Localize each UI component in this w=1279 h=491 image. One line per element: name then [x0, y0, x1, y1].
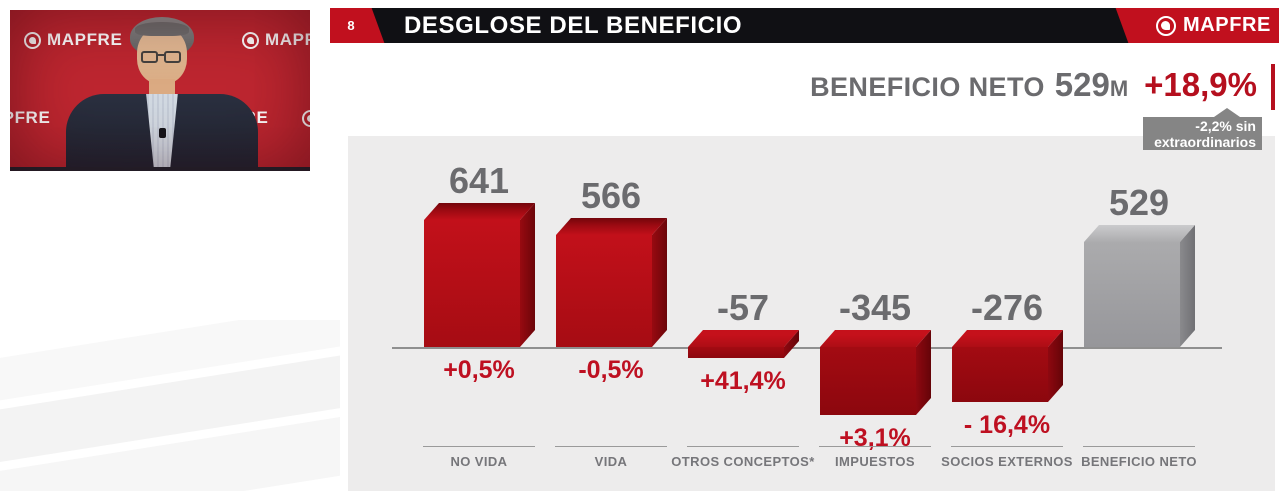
chart-panel: 641 +0,5% NO VIDA 566 -0,5% VIDA -57 +41,4% OTRO…: [348, 136, 1275, 491]
mapfre-emblem-icon: [302, 109, 310, 127]
category-label-impuestos: IMPUESTOS: [835, 454, 915, 469]
category-line-vida: [555, 446, 667, 447]
category-line-beneficio-neto: [1083, 446, 1195, 447]
net-profit-change: +18,9%: [1144, 66, 1257, 103]
bar-pct-label-vida: -0,5%: [578, 356, 644, 384]
header-brand-logo: MAPFRE: [1155, 8, 1271, 43]
bar-value-label-otros-conceptos: -57: [716, 287, 770, 328]
net-profit-unit: M: [1109, 76, 1129, 101]
bar-value-label-socios-externos: -276: [970, 287, 1044, 328]
webcam-video: MAPFRE MAPFRE MAPFRE MAPFRE MAPFRE MAPFR…: [10, 10, 310, 171]
bar-socios-externos: [952, 329, 1063, 402]
bar-pct-label-impuestos: +3,1%: [839, 424, 911, 452]
category-label-vida: VIDA: [594, 454, 628, 469]
presenter-neck: [149, 79, 175, 96]
slide-title: DESGLOSE DEL BENEFICIO: [404, 12, 743, 39]
bar-vida: [556, 217, 667, 347]
background-watermark: [0, 320, 340, 491]
presenter-hair-fringe: [135, 22, 189, 36]
mapfre-logo: MAPFRE: [302, 108, 310, 128]
bar-pct-label-socios-externos: - 16,4%: [963, 411, 1051, 439]
presenter: [10, 10, 310, 171]
net-profit-label: BENEFICIO NETO: [810, 72, 1045, 102]
bar-beneficio-neto: [1084, 224, 1195, 347]
bar-value-label-impuestos: -345: [838, 287, 912, 328]
bar-value-label-no-vida: 641: [448, 160, 510, 201]
mapfre-logo-text: MAPFRE: [265, 30, 310, 49]
kpi-divider-line: [1271, 64, 1275, 110]
mapfre-logo-text: MAPFRE: [47, 30, 123, 49]
category-line-socios-externos: [951, 446, 1063, 447]
lavalier-mic-icon: [159, 128, 166, 138]
category-line-no-vida: [423, 446, 535, 447]
bar-otros-conceptos: [688, 329, 799, 358]
category-label-socios-externos: SOCIOS EXTERNOS: [941, 454, 1073, 469]
mapfre-logo-text: MAPFRE: [10, 108, 51, 127]
bar-value-label-beneficio-neto: 529: [1108, 182, 1170, 223]
slide-number-badge: 8: [347, 18, 355, 33]
bar-impuestos: [820, 329, 931, 415]
presenter-glasses: [140, 51, 184, 65]
net-profit-value: 529: [1054, 66, 1110, 103]
mapfre-logo-text: MAPFRE: [1182, 14, 1271, 36]
category-line-impuestos: [819, 446, 931, 447]
bar-value-label-vida: 566: [580, 175, 642, 216]
category-label-no-vida: NO VIDA: [450, 454, 508, 469]
mapfre-logo: MAPFRE: [242, 30, 310, 50]
chart-baseline: [392, 347, 1222, 349]
bar-pct-label-otros-conceptos: +41,4%: [700, 367, 786, 395]
extraordinarios-callout: -2,2% sin extraordinarios: [1143, 108, 1262, 150]
net-profit-kpi: BENEFICIO NETO 529M +18,9%: [810, 66, 1257, 104]
category-label-beneficio-neto: BENEFICIO NETO: [1081, 454, 1197, 469]
bar-pct-label-no-vida: +0,5%: [443, 356, 515, 384]
mapfre-logo: MAPFRE: [24, 30, 122, 50]
bar-no-vida: [424, 202, 535, 347]
mapfre-logo: MAPFRE: [10, 108, 50, 128]
category-label-otros-conceptos: OTROS CONCEPTOS*: [671, 454, 815, 469]
category-line-otros-conceptos: [687, 446, 799, 447]
desk-edge: [10, 167, 310, 171]
mapfre-emblem-icon: [1155, 15, 1176, 36]
mapfre-emblem-icon: [24, 31, 41, 49]
mapfre-emblem-icon: [242, 31, 259, 49]
